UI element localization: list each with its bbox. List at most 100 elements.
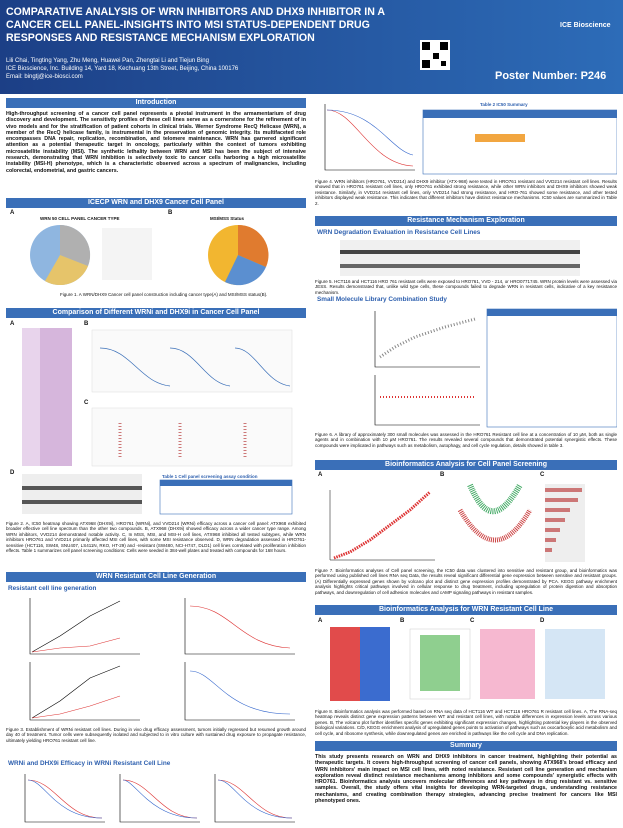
panel-label: D — [540, 618, 545, 624]
table-title: Table 1 Cell panel screening assay condi… — [162, 474, 258, 479]
panel-label: B — [84, 321, 89, 327]
subheading: Resistant cell line generation — [8, 585, 97, 592]
heatmap — [40, 328, 72, 466]
kegg-bars — [545, 488, 582, 552]
curve — [31, 665, 121, 719]
curve — [27, 779, 293, 819]
panel-label: C — [540, 472, 545, 478]
panel-label: C — [84, 400, 89, 406]
qr-code — [420, 40, 450, 70]
curve — [99, 347, 291, 387]
qr-block — [441, 61, 446, 66]
panel-label: B — [400, 618, 405, 624]
axes — [329, 490, 435, 561]
volcano — [420, 635, 460, 691]
poster-title: COMPARATIVE ANALYSIS OF WRN INHIBITORS A… — [6, 6, 385, 44]
section-heading: Introduction — [6, 98, 306, 108]
summary-text: This study presents research on WRN and … — [315, 754, 617, 805]
authors: Lili Chai, Tingting Yang, Zhu Meng, Huaw… — [6, 58, 209, 64]
figure-caption: Figure 3. Establishment of WRNi resistan… — [6, 727, 306, 743]
blot — [340, 240, 580, 276]
pie-slice — [45, 255, 88, 286]
qr-block — [422, 42, 430, 50]
band — [22, 500, 142, 504]
volcano — [457, 508, 533, 543]
curve — [31, 695, 121, 719]
band — [340, 264, 580, 268]
figure-graphic — [30, 224, 269, 286]
legend-box — [102, 228, 152, 280]
dot-panel — [91, 407, 293, 467]
panel-label: A — [10, 210, 15, 216]
section-heading: WRN Resistant Cell Line Generation — [6, 572, 306, 582]
curve-panel — [91, 329, 293, 393]
header-band — [0, 0, 623, 94]
pie-slice — [60, 224, 91, 266]
panel-label: B — [440, 472, 445, 478]
logo: ICE Bioscience — [560, 22, 611, 29]
figure-caption: Figure 5. HCT116 and HCT116 HRO 761 resi… — [315, 279, 617, 295]
bars — [333, 490, 432, 560]
curve — [189, 605, 291, 649]
band — [340, 250, 580, 254]
figure-title: WRN 50 CELL PANEL CANCER TYPE — [40, 216, 120, 221]
section-heading: Comparison of Different WRNi and DHX9i i… — [6, 308, 306, 318]
curve — [326, 109, 414, 156]
panel-label: A — [318, 472, 323, 478]
table-highlight — [475, 134, 525, 142]
table-title: Table 2 IC50 Summary — [480, 102, 528, 107]
poster-number: Poster Number: P246 — [495, 70, 607, 82]
qr-block — [440, 42, 448, 50]
subheading: WRN Degradation Evaluation in Resistance… — [317, 229, 481, 236]
section-heading: ICECP WRN and DHX9 Cancer Cell Panel — [6, 198, 306, 208]
subheading: Small Molecule Library Combination Study — [317, 296, 447, 303]
axes — [184, 598, 295, 721]
kegg — [545, 629, 605, 699]
pie-slice — [238, 224, 269, 267]
curve — [27, 779, 293, 819]
curve — [189, 670, 291, 715]
figure-caption: Figure 8. Bioinformatics analysis was pe… — [315, 709, 617, 736]
blot — [22, 474, 142, 514]
figure-graphic — [374, 308, 617, 428]
heatmap — [360, 627, 390, 701]
subheading: WRNi and DHX9i Efficacy in WRNi Resistan… — [8, 760, 171, 767]
panel-label: D — [10, 470, 15, 476]
table-header — [487, 309, 617, 316]
figure-graphic — [330, 627, 605, 701]
figure-caption: Figure 4. WRN inhibitors (HRO761, VVD214… — [315, 179, 617, 206]
figure-graphic — [329, 483, 585, 562]
curve — [326, 109, 414, 167]
figure-graphic — [340, 240, 580, 276]
figure-graphic — [324, 104, 617, 175]
panel-label: A — [318, 618, 323, 624]
table-header — [160, 480, 292, 486]
qr-block — [433, 53, 439, 59]
email: Email: bingtj@ice-biosci.com — [6, 74, 83, 80]
scatter — [379, 317, 476, 359]
kegg — [480, 629, 535, 699]
figure-caption: Figure 6. A library of approximately 300… — [315, 432, 617, 448]
pie-slice — [225, 255, 266, 286]
figure-graphic — [22, 328, 293, 515]
intro-text: High-throughput screening of a cancer ce… — [6, 111, 306, 174]
figure-caption: Figure 7. Bioinformatics analyses of Cel… — [315, 568, 617, 595]
figure-title: MSI/MSS Status — [210, 216, 245, 221]
section-heading: Resistance Mechanism Exploration — [315, 216, 617, 226]
qr-block — [422, 60, 430, 68]
figure-graphic — [24, 774, 295, 823]
table-header — [423, 110, 617, 118]
volcano — [467, 483, 523, 515]
axes — [324, 104, 415, 171]
axes — [24, 774, 295, 823]
section-heading: Bioinformatics Analysis for WRN Resistan… — [315, 605, 617, 615]
axes — [374, 311, 480, 426]
panel-label: A — [10, 321, 15, 327]
affiliation: ICE Bioscience, Inc. Building 14, Yard 1… — [6, 66, 239, 72]
axes — [29, 598, 140, 721]
curve — [31, 600, 121, 653]
band — [22, 486, 142, 490]
panel-label: C — [470, 618, 475, 624]
figure-graphic — [29, 598, 295, 721]
